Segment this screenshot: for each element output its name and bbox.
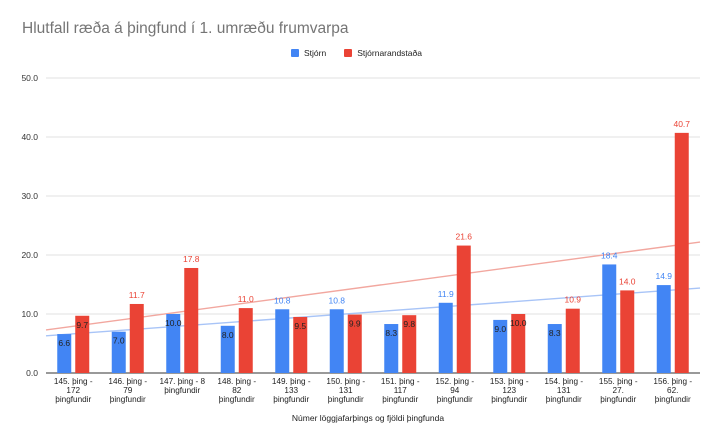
x-tick-label: 149. þing -133 þingfundir (272, 377, 311, 404)
bar-series-1 (620, 290, 635, 373)
bar-series-0 (166, 314, 181, 373)
bar-series-0 (384, 324, 399, 373)
bars (57, 132, 689, 373)
y-tick-label: 40.0 (21, 132, 38, 142)
data-label-series-0: 9.0 (494, 324, 506, 334)
bar-series-0 (493, 319, 508, 373)
x-tick-label: 150. þing -131 þingfundir (326, 377, 365, 404)
x-tick-label: 146. þing -79 þingfundir (108, 377, 147, 404)
x-tick-label: 154. þing -131 þingfundir (544, 377, 583, 404)
bar-series-1 (238, 308, 253, 373)
legend-item-series-0: Stjórn (291, 48, 326, 58)
data-label-series-0: 10.8 (274, 295, 291, 305)
bar-series-1 (674, 132, 689, 373)
data-label-series-1: 11.7 (129, 290, 145, 300)
y-tick-label: 50.0 (21, 73, 38, 83)
x-tick-label: 156. þing -62. þingfundir (653, 377, 692, 404)
y-tick-label: 0.0 (26, 368, 38, 378)
legend-label-series-1: Stjórnarandstaða (357, 48, 422, 58)
bar-series-1 (75, 315, 90, 373)
y-tick-label: 30.0 (21, 191, 38, 201)
x-tick-label: 151. þing -117 þingfundir (381, 377, 420, 404)
data-label-series-0: 18.4 (601, 250, 618, 260)
trendline-series-1 (45, 241, 701, 331)
data-label-series-0: 6.6 (58, 338, 70, 348)
legend-swatch-series-1 (344, 49, 353, 57)
trendlines (45, 241, 701, 337)
x-axis-label: Númer löggjafarþings og fjöldi þingfunda (292, 413, 444, 423)
bar-series-0 (329, 309, 344, 373)
bar-series-0 (547, 324, 562, 373)
data-label-series-1: 9.5 (294, 321, 306, 331)
data-label-series-1: 17.8 (183, 254, 200, 264)
y-tick-label: 10.0 (21, 309, 38, 319)
bar-series-1 (456, 245, 471, 373)
x-tick-label: 147. þing - 8 þingfundir (159, 377, 205, 395)
data-label-series-0: 8.3 (385, 328, 397, 338)
bar-series-1 (184, 267, 199, 373)
x-axis-ticks: 145. þing -172 þingfundir 146. þing -79 þin… (54, 377, 692, 404)
legend-label-series-0: Stjórn (304, 48, 327, 58)
data-label-series-1: 40.7 (673, 119, 690, 129)
data-label-series-0: 10.0 (165, 318, 182, 328)
chart-title: Hlutfall ræða á þingfund í 1. umræðu fru… (22, 20, 349, 37)
bar-series-0 (220, 325, 235, 373)
bar-series-0 (111, 331, 126, 373)
data-label-series-1: 21.6 (455, 232, 472, 242)
data-label-series-1: 11.0 (238, 294, 254, 304)
data-labels: 6.6 7.0 10.0 8.0 10.8 10.8 8.3 11.9 9.0 8.3 18.4 14… (58, 119, 690, 348)
data-label-series-1: 10.9 (564, 295, 581, 305)
data-label-series-0: 7.0 (113, 336, 125, 346)
bar-series-1 (402, 315, 417, 373)
bar-series-1 (129, 303, 144, 373)
legend-swatch-series-0 (291, 49, 300, 57)
y-axis-ticks: 0.0 10.0 20.0 30.0 40.0 50.0 (21, 73, 38, 378)
bar-series-1 (293, 316, 308, 373)
data-label-series-1: 9.9 (349, 319, 361, 329)
bar-series-0 (602, 264, 617, 373)
x-tick-label: 148. þing -82 þingfundir (217, 377, 256, 404)
bar-series-1 (347, 314, 362, 373)
data-label-series-0: 10.8 (328, 295, 345, 305)
bar-series-0 (57, 334, 72, 373)
bar-series-1 (511, 314, 526, 373)
data-label-series-0: 11.9 (438, 289, 454, 299)
bar-series-0 (656, 285, 671, 373)
chart-legend: Stjórn Stjórnarandstaða (0, 48, 713, 58)
data-label-series-1: 14.0 (619, 276, 636, 286)
trendline-series-0 (45, 287, 701, 337)
x-tick-label: 155. þing -27. þingfundir (599, 377, 638, 404)
x-tick-label: 153. þing -123 þingfundir (490, 377, 529, 404)
bar-series-1 (565, 308, 580, 373)
legend-item-series-1: Stjórnarandstaða (344, 48, 422, 58)
x-tick-label: 152. þing -94 þingfundir (435, 377, 474, 404)
x-tick-label: 145. þing -172 þingfundir (54, 377, 93, 404)
bar-series-0 (438, 302, 453, 373)
bar-series-0 (275, 309, 290, 373)
data-label-series-0: 14.9 (655, 271, 672, 281)
data-label-series-1: 9.7 (76, 320, 88, 330)
data-label-series-0: 8.0 (222, 330, 234, 340)
y-tick-label: 20.0 (21, 250, 38, 260)
data-label-series-0: 8.3 (549, 328, 561, 338)
data-label-series-1: 10.0 (510, 318, 527, 328)
data-label-series-1: 9.8 (403, 319, 415, 329)
gridlines (46, 77, 700, 374)
